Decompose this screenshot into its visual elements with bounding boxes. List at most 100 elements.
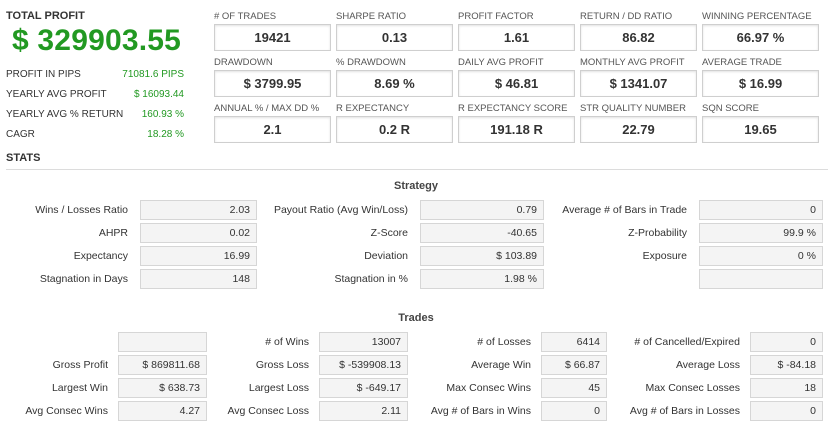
summary-row-value: 71081.6 PIPS [122,68,184,80]
summary-row-label: YEARLY AVG % RETURN [6,108,124,120]
stats-divider [6,169,828,170]
strategy-value: 2.03 [140,200,257,220]
strategy-value: $ 103.89 [420,246,544,266]
trades-label: # of Cancelled/Expired [634,336,740,348]
trades-label: Largest Loss [248,382,309,394]
metric-r-expectancy-score: R EXPECTANCY SCORE 191.18 R [458,103,575,143]
strategy-label: Stagnation in Days [39,273,128,285]
summary-row: CAGR 18.28 % [6,124,184,144]
total-profit-value: $ 329903.55 [12,24,182,57]
trades-title: Trades [398,312,434,324]
trades-value [118,332,207,352]
strategy-label: Exposure [642,250,687,262]
trades-value: 45 [541,378,607,398]
metric-average-trade: AVERAGE TRADE $ 16.99 [702,57,819,97]
metric-percent-drawdown: % DRAWDOWN 8.69 % [336,57,453,97]
metric-return-dd-ratio: RETURN / DD RATIO 86.82 [580,11,697,51]
summary-panel: TOTAL PROFIT $ 329903.55 PROFIT IN PIPS … [6,10,184,144]
metric-label: R EXPECTANCY [336,103,410,114]
metric-value: 1.61 [458,24,575,51]
metric-value: 66.97 % [702,24,819,51]
summary-row: PROFIT IN PIPS 71081.6 PIPS [6,64,184,84]
trades-value: $ 66.87 [541,355,607,375]
trades-label: Gross Profit [52,359,108,371]
metric-label: AVERAGE TRADE [702,57,782,68]
metric-label: WINNING PERCENTAGE [702,11,812,22]
summary-row-value: 160.93 % [141,108,184,120]
metric-value: 19421 [214,24,331,51]
strategy-value: 0.79 [420,200,544,220]
metric-value: 8.69 % [336,70,453,97]
strategy-value: 0 % [699,246,823,266]
strategy-label: Z-Probability [628,227,687,239]
metric-label: SHARPE RATIO [336,11,407,22]
trades-label [6,332,108,352]
trades-value: 0 [541,401,607,421]
metric-label: ANNUAL % / MAX DD % [214,103,320,114]
trades-label: Max Consec Losses [645,382,740,394]
metric-profit-factor: PROFIT FACTOR 1.61 [458,11,575,51]
trades-label: # of Losses [477,336,531,348]
trades-value: 4.27 [118,401,207,421]
metric-monthly-avg-profit: MONTHLY AVG PROFIT $ 1341.07 [580,57,697,97]
strategy-label: AHPR [98,227,128,239]
trades-label: # of Wins [265,336,309,348]
metric-label: PROFIT FACTOR [458,11,534,22]
summary-row-value: $ 16093.44 [133,88,184,100]
metric-label: STR QUALITY NUMBER [580,103,686,114]
metric-value: 0.2 R [336,116,453,143]
trades-value: $ -84.18 [750,355,823,375]
trades-label: Avg Consec Loss [227,405,309,417]
summary-row-label: YEARLY AVG PROFIT [6,88,107,100]
metric-value: $ 46.81 [458,70,575,97]
metric-label: DRAWDOWN [214,57,273,68]
trades-label: Average Loss [675,359,740,371]
summary-row-value: 18.28 % [147,128,184,140]
trades-value: $ 869811.68 [118,355,207,375]
metric-value: $ 16.99 [702,70,819,97]
metric-label: DAILY AVG PROFIT [458,57,544,68]
metric-label: RETURN / DD RATIO [580,11,673,22]
strategy-label: Expectancy [73,250,128,262]
trades-label: Avg Consec Wins [25,405,108,417]
metric-value: 0.13 [336,24,453,51]
metric-value: 19.65 [702,116,819,143]
strategy-value: -40.65 [420,223,544,243]
strategy-value: 16.99 [140,246,257,266]
metric-winning-percentage: WINNING PERCENTAGE 66.97 % [702,11,819,51]
metric-r-expectancy: R EXPECTANCY 0.2 R [336,103,453,143]
metric-value: $ 3799.95 [214,70,331,97]
stats-title: STATS [6,152,41,164]
summary-row: YEARLY AVG PROFIT $ 16093.44 [6,84,184,104]
trades-value: 0 [750,332,823,352]
trades-label: Avg # of Bars in Losses [629,405,740,417]
summary-row: YEARLY AVG % RETURN 160.93 % [6,104,184,124]
metric-label: # OF TRADES [214,11,277,22]
metric-value: 22.79 [580,116,697,143]
metric-daily-avg-profit: DAILY AVG PROFIT $ 46.81 [458,57,575,97]
strategy-label: Average # of Bars in Trade [562,204,687,216]
trades-value: 6414 [541,332,607,352]
metric-value: $ 1341.07 [580,70,697,97]
metric-drawdown: DRAWDOWN $ 3799.95 [214,57,331,97]
strategy-value: 1.98 % [420,269,544,289]
strategy-label: Wins / Losses Ratio [35,204,128,216]
metric-label: MONTHLY AVG PROFIT [580,57,685,68]
trades-value: $ -539908.13 [319,355,408,375]
metric-label: R EXPECTANCY SCORE [458,103,568,114]
strategy-label: Z-Score [370,227,408,239]
trades-label: Largest Win [51,382,108,394]
strategy-label: Payout Ratio (Avg Win/Loss) [273,204,408,216]
metric-sharpe-ratio: SHARPE RATIO 0.13 [336,11,453,51]
trades-value: 0 [750,401,823,421]
summary-row-label: CAGR [6,128,35,140]
strategy-value: 0 [699,200,823,220]
strategy-value [699,269,823,289]
metric-value: 2.1 [214,116,331,143]
strategy-value: 0.02 [140,223,257,243]
trades-value: $ 638.73 [118,378,207,398]
strategy-value: 99.9 % [699,223,823,243]
metric-label: % DRAWDOWN [336,57,406,68]
strategy-label: Deviation [364,250,408,262]
trades-value: 13007 [319,332,408,352]
